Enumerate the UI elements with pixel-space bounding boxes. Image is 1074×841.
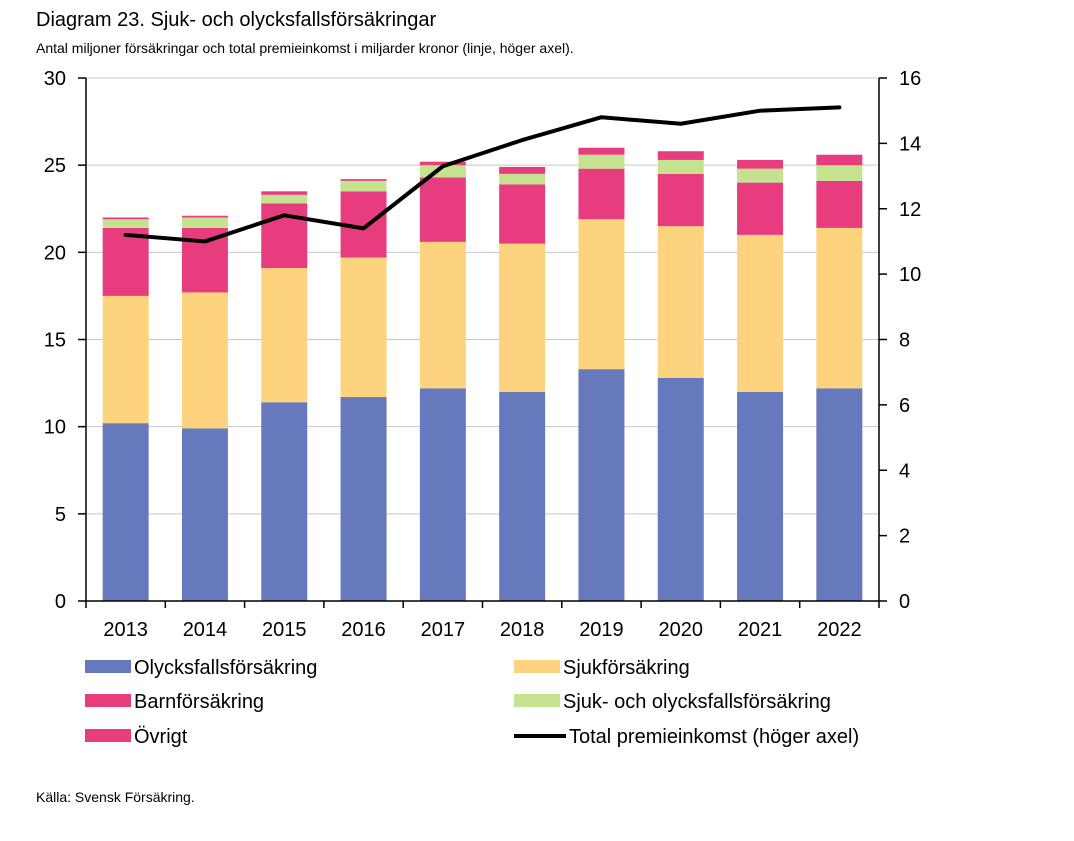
bar-segment: [578, 219, 625, 370]
bar-segment: [657, 151, 704, 160]
bar-segment: [102, 219, 149, 228]
legend-swatch: [85, 694, 131, 707]
x-tick-label: 2013: [103, 619, 148, 641]
source-note: Källa: Svensk Försäkring.: [36, 789, 195, 805]
legend-swatch: [514, 660, 560, 673]
bar-segment: [499, 391, 546, 601]
bar-segment: [419, 241, 466, 389]
bar-segment: [181, 292, 228, 429]
premium-line-path: [123, 105, 842, 244]
legend-swatch: [514, 694, 560, 707]
bars: [102, 147, 863, 601]
right-tick-label: 0: [899, 591, 910, 613]
bar-segment: [657, 159, 704, 174]
right-tick-label: 8: [899, 330, 910, 352]
legend-label: Total premieinkomst (höger axel): [569, 726, 859, 748]
bar-segment: [181, 428, 228, 601]
legend: Olycksfallsförsäkring Sjukförsäkring Barnf…: [85, 657, 859, 748]
bar-segment: [816, 388, 863, 601]
x-tick-label: 2021: [738, 619, 783, 641]
bar-segment: [816, 154, 863, 166]
bar-segment: [816, 180, 863, 228]
bar-segment: [737, 168, 784, 183]
right-tick-label: 2: [899, 526, 910, 548]
right-tick-label: 6: [899, 395, 910, 417]
bar-segment: [102, 217, 149, 220]
right-tick-label: 4: [899, 460, 910, 482]
legend-label: Barnförsäkring: [134, 691, 264, 713]
bar-segment: [499, 166, 546, 174]
legend-swatch: [85, 729, 131, 742]
bar-segment: [657, 377, 704, 601]
x-tick-label: 2020: [659, 619, 704, 641]
bar-segment: [419, 161, 466, 166]
bar-segment: [181, 217, 228, 228]
bar-segment: [261, 191, 308, 195]
left-tick-label: 0: [55, 591, 66, 613]
bar-segment: [340, 397, 387, 601]
bar-segment: [578, 369, 625, 601]
legend-label: Sjukförsäkring: [563, 657, 690, 679]
left-tick-label: 10: [44, 417, 66, 439]
bar-segment: [261, 402, 308, 601]
bar-segment: [499, 173, 546, 185]
bar-segment: [737, 391, 784, 601]
chart-subtitle: Antal miljoner försäkringar och total pr…: [36, 40, 574, 56]
left-tick-label: 20: [44, 242, 66, 264]
bar-segment: [657, 173, 704, 227]
legend-swatch: [85, 660, 131, 673]
bar-segment: [657, 226, 704, 378]
right-tick-label: 10: [899, 264, 921, 286]
x-tick-label: 2016: [341, 619, 386, 641]
x-tick-label: 2018: [500, 619, 545, 641]
bar-segment: [578, 147, 625, 155]
bar-segment: [737, 159, 784, 169]
right-tick-label: 16: [899, 68, 921, 90]
bar-segment: [737, 182, 784, 235]
legend-label: Olycksfallsförsäkring: [134, 657, 317, 679]
bar-segment: [102, 423, 149, 601]
bar-segment: [340, 257, 387, 398]
left-tick-label: 30: [44, 68, 66, 90]
x-tick-label: 2022: [817, 619, 862, 641]
bar-segment: [816, 165, 863, 181]
bar-segment: [102, 227, 149, 296]
bar-segment: [578, 168, 625, 220]
bar-segment: [261, 268, 308, 403]
legend-label: Övrigt: [134, 726, 188, 748]
bar-segment: [340, 180, 387, 192]
bar-segment: [578, 154, 625, 169]
x-tick-label: 2015: [262, 619, 307, 641]
x-tick-label: 2017: [421, 619, 466, 641]
left-tick-label: 25: [44, 155, 66, 177]
axes: 0 5 10 15 20 25 30 0 2 4 6 8 10 12 14 16 2013 2014 2015 201…: [44, 68, 922, 641]
x-tick-label: 2014: [183, 619, 228, 641]
bar-segment: [261, 194, 308, 204]
legend-label: Sjuk- och olycksfallsförsäkring: [563, 691, 831, 713]
bar-segment: [499, 243, 546, 392]
bar-segment: [181, 215, 228, 218]
bar-segment: [419, 177, 466, 242]
bar-segment: [419, 388, 466, 601]
premium-line: [123, 105, 842, 244]
left-tick-label: 15: [44, 330, 66, 352]
bar-segment: [102, 295, 149, 424]
bar-segment: [499, 184, 546, 244]
left-tick-label: 5: [55, 504, 66, 526]
bar-segment: [816, 227, 863, 389]
chart-title: Diagram 23. Sjuk- och olycksfallsförsäkr…: [36, 9, 437, 31]
right-tick-label: 12: [899, 199, 921, 221]
bar-segment: [340, 179, 387, 181]
right-tick-label: 14: [899, 133, 921, 155]
bar-segment: [737, 234, 784, 392]
bar-segment: [261, 203, 308, 269]
x-tick-label: 2019: [579, 619, 624, 641]
